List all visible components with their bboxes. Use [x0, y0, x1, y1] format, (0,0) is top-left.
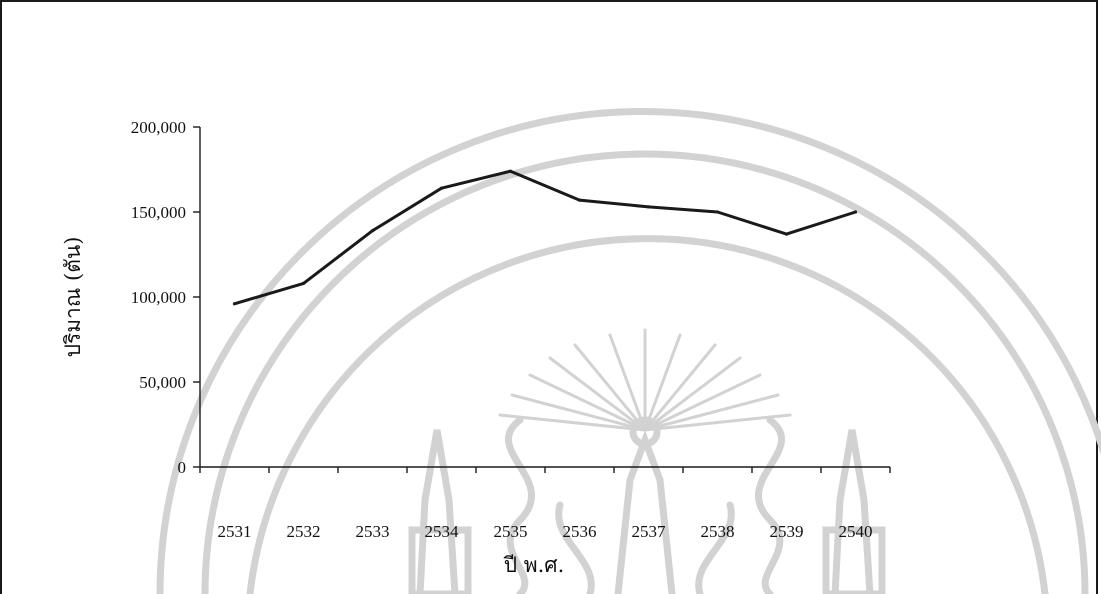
- data-point: [784, 232, 789, 236]
- university-seal-watermark: [156, 108, 1101, 594]
- data-point: [370, 229, 375, 233]
- x-axis-label: ปี พ.ศ.: [503, 553, 564, 577]
- y-tick-label: 150,000: [131, 203, 186, 222]
- x-tick-label: 2536: [563, 522, 597, 541]
- data-point: [853, 210, 858, 214]
- data-point: [715, 210, 720, 214]
- series-lines: [232, 169, 858, 306]
- data-point: [508, 169, 513, 173]
- y-tick-labels: 0 50,000 100,000 150,000 200,000: [131, 118, 186, 477]
- y-tick-label: 100,000: [131, 288, 186, 307]
- y-tick-label: 200,000: [131, 118, 186, 137]
- data-point: [439, 186, 444, 190]
- x-tick-label: 2540: [839, 522, 873, 541]
- data-point: [232, 302, 237, 306]
- data-point: [577, 198, 582, 202]
- data-point: [646, 205, 651, 209]
- x-tick-label: 2535: [494, 522, 528, 541]
- x-tick-label: 2534: [425, 522, 460, 541]
- x-tick-label: 2532: [287, 522, 321, 541]
- y-tick-label: 0: [178, 458, 187, 477]
- y-axis-label: ปริมาณ (ตัน): [61, 237, 85, 358]
- x-tick-label: 2531: [218, 522, 252, 541]
- x-tick-label: 2538: [701, 522, 735, 541]
- x-tick-labels: 2531 2532 2533 2534 2535 2536 2537 2538 2539 2540: [218, 522, 873, 541]
- data-point: [301, 281, 306, 285]
- chart-axes: [193, 126, 891, 473]
- x-tick-label: 2537: [632, 522, 667, 541]
- x-tick-label: 2533: [356, 522, 390, 541]
- x-tick-label: 2539: [770, 522, 804, 541]
- y-tick-label: 50,000: [139, 373, 186, 392]
- series-line: [234, 169, 856, 306]
